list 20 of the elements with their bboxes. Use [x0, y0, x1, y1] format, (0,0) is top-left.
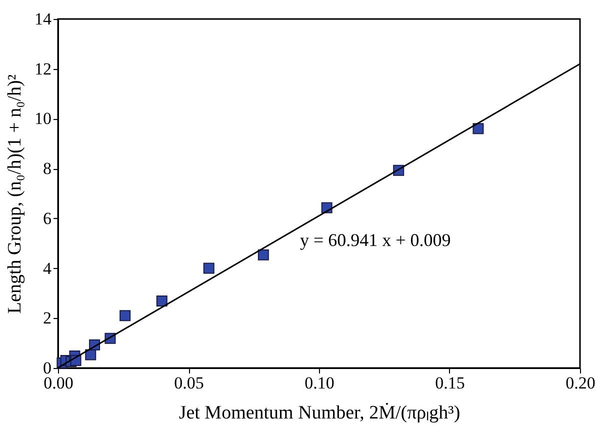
point [120, 310, 131, 322]
x-tick-label: 0.05 [174, 374, 204, 392]
point [203, 262, 214, 274]
y-axis-title: Length Group, (n₀/h)(1 + n₀/h)² [4, 74, 26, 314]
y-tick-label: 12 [34, 59, 52, 78]
x-tick-label: 0.20 [566, 374, 596, 392]
point [258, 249, 269, 260]
point [472, 123, 484, 134]
point [85, 349, 96, 360]
annotation: y = 60.941 x + 0.009 [300, 230, 451, 250]
y-tick-label: 14 [34, 10, 52, 28]
y-tick-label: 2 [43, 308, 52, 328]
y-tick-label: 10 [34, 109, 52, 128]
y-tick-label: 6 [43, 208, 52, 228]
point [156, 295, 168, 306]
y-tick-label: 4 [43, 258, 52, 278]
x-tick-label: 0.10 [304, 374, 334, 392]
x-axis-title: Jet Momentum Number, 2Ṁ/(πρₗgh³) [178, 402, 460, 424]
x-tick-label: 0.15 [435, 374, 465, 392]
y-tick-label: 8 [43, 159, 52, 178]
